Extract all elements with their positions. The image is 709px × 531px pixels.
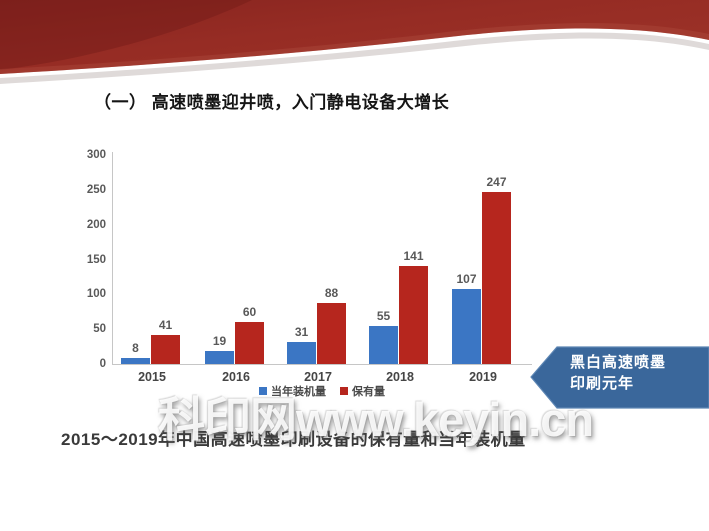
bar [369, 326, 398, 364]
slide-title: （一） 高速喷墨迎井喷，入门静电设备大增长 [94, 93, 450, 112]
bar-value-label: 141 [403, 249, 424, 263]
x-axis-line [112, 364, 532, 365]
y-tick-label: 300 [86, 149, 106, 161]
legend-swatch [340, 387, 348, 395]
x-category-label: 2015 [138, 370, 166, 384]
bar [205, 351, 234, 364]
bar-value-label: 8 [132, 341, 139, 355]
x-category-label: 2019 [469, 370, 497, 384]
chart-legend: 当年装机量 保有量 [112, 384, 532, 398]
bar-value-label: 31 [294, 325, 309, 339]
y-tick-label: 250 [86, 183, 106, 196]
bar [151, 335, 180, 364]
badge-line-2: 印刷元年 [570, 375, 635, 392]
bar-value-label: 88 [324, 286, 339, 300]
x-category-label: 2017 [304, 370, 332, 384]
bar [452, 289, 481, 364]
x-category-label: 2018 [386, 370, 414, 384]
bar-value-label: 55 [376, 309, 391, 323]
bar-value-label: 60 [242, 305, 257, 319]
bar-value-label: 107 [456, 272, 477, 286]
y-axis-line [112, 152, 113, 365]
bar [235, 322, 264, 364]
bar [482, 192, 511, 364]
legend-item: 当年装机量 [259, 383, 326, 399]
legend-swatch [259, 387, 267, 395]
legend-label: 当年装机量 [271, 386, 326, 398]
bar [287, 342, 316, 364]
callout-badge-arrow [530, 346, 709, 409]
bar-value-label: 19 [212, 334, 227, 348]
y-tick-label: 0 [99, 358, 106, 370]
bar-value-label: 247 [486, 175, 507, 189]
legend-label: 保有量 [352, 386, 385, 398]
red-ribbon-banner [0, 0, 709, 84]
y-tick-label: 150 [86, 253, 106, 266]
x-category-label: 2016 [222, 370, 250, 384]
badge-line-1: 黑白高速喷墨 [570, 354, 667, 371]
legend-item: 保有量 [340, 383, 385, 399]
callout-badge-text: 黑白高速喷墨 印刷元年 [570, 352, 666, 394]
chart-caption: 2015～2019年中国高速喷墨印刷设备的保有量和当年装机量 [61, 430, 526, 449]
bar [399, 266, 428, 364]
y-tick-label: 50 [93, 323, 106, 336]
y-tick-label: 100 [86, 288, 106, 301]
bar [317, 303, 346, 364]
y-tick-label: 200 [86, 218, 106, 231]
bar [121, 358, 150, 364]
bar-value-label: 41 [158, 318, 173, 332]
